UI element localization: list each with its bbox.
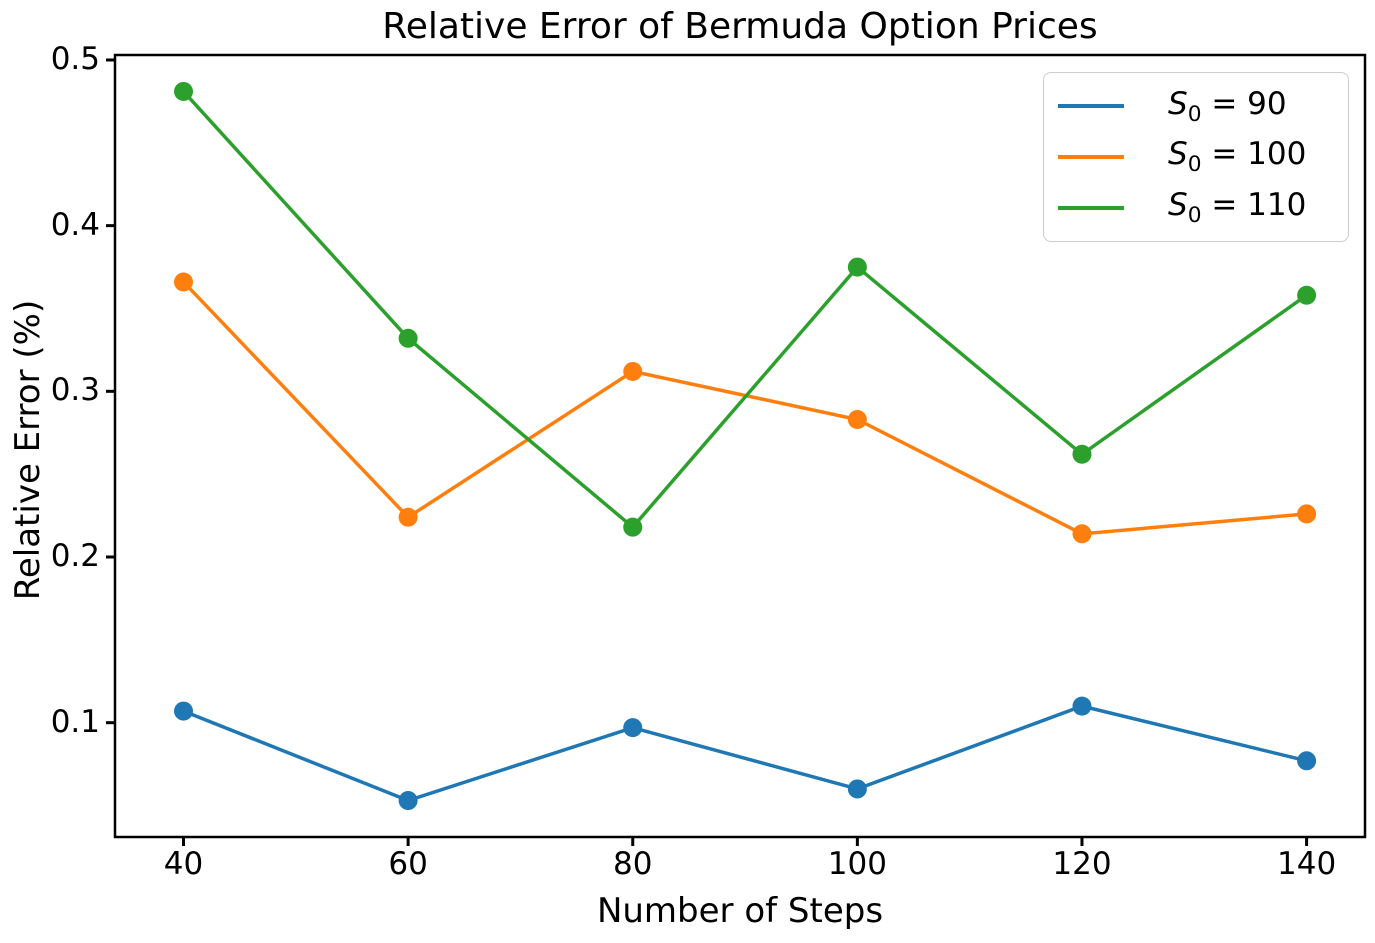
legend-label: S0 = 90 [1168, 85, 1287, 127]
x-tick-label: 40 [163, 846, 204, 882]
y-tick-label: 0.4 [50, 206, 100, 243]
legend: S0 = 90 S0 = 100 S0 = 110 [1043, 72, 1349, 242]
y-tick-label: 0.2 [50, 538, 100, 574]
series-marker-100 [1297, 504, 1317, 524]
series-marker-90 [847, 779, 867, 799]
series-marker-100 [623, 361, 643, 381]
series-marker-90 [1072, 696, 1092, 716]
series-marker-100 [847, 409, 867, 429]
series-marker-90 [398, 791, 418, 811]
x-tick-label: 80 [613, 846, 653, 882]
axes-spines [113, 53, 1367, 839]
series-marker-90 [623, 718, 643, 738]
legend-line-sample [1058, 205, 1124, 210]
y-tick-label: 0.1 [50, 703, 100, 740]
legend-line-sample [1058, 154, 1124, 159]
series-marker-110 [847, 257, 867, 277]
legend-item: S0 = 100 [1044, 135, 1348, 179]
x-tick-label: 140 [1277, 846, 1337, 882]
series-marker-90 [174, 701, 194, 721]
legend-item: S0 = 110 [1044, 186, 1348, 230]
series-line-100 [182, 280, 1307, 536]
series-marker-110 [623, 517, 643, 537]
series-line-90 [182, 704, 1308, 803]
series-marker-100 [174, 272, 194, 292]
x-tick-label: 100 [827, 846, 887, 882]
series-marker-100 [1072, 524, 1092, 544]
y-tick-label: 0.5 [50, 40, 100, 77]
series-marker-110 [174, 81, 194, 101]
series-marker-90 [1297, 751, 1317, 771]
legend-label: S0 = 110 [1168, 187, 1307, 229]
series-marker-110 [1072, 444, 1092, 464]
x-tick-label: 120 [1052, 846, 1112, 882]
x-tick-label: 60 [388, 846, 428, 882]
x-axis-label: Number of Steps [596, 891, 884, 931]
legend-label: S0 = 100 [1168, 136, 1307, 178]
legend-item: S0 = 90 [1044, 84, 1348, 128]
series-marker-110 [1297, 285, 1317, 305]
series-marker-110 [398, 328, 418, 348]
series-line-110 [182, 90, 1308, 530]
y-tick-label: 0.3 [50, 372, 100, 409]
series-marker-100 [398, 507, 418, 527]
chart-title: Relative Error of Bermuda Option Prices [382, 6, 1098, 47]
legend-line-sample [1058, 104, 1124, 109]
